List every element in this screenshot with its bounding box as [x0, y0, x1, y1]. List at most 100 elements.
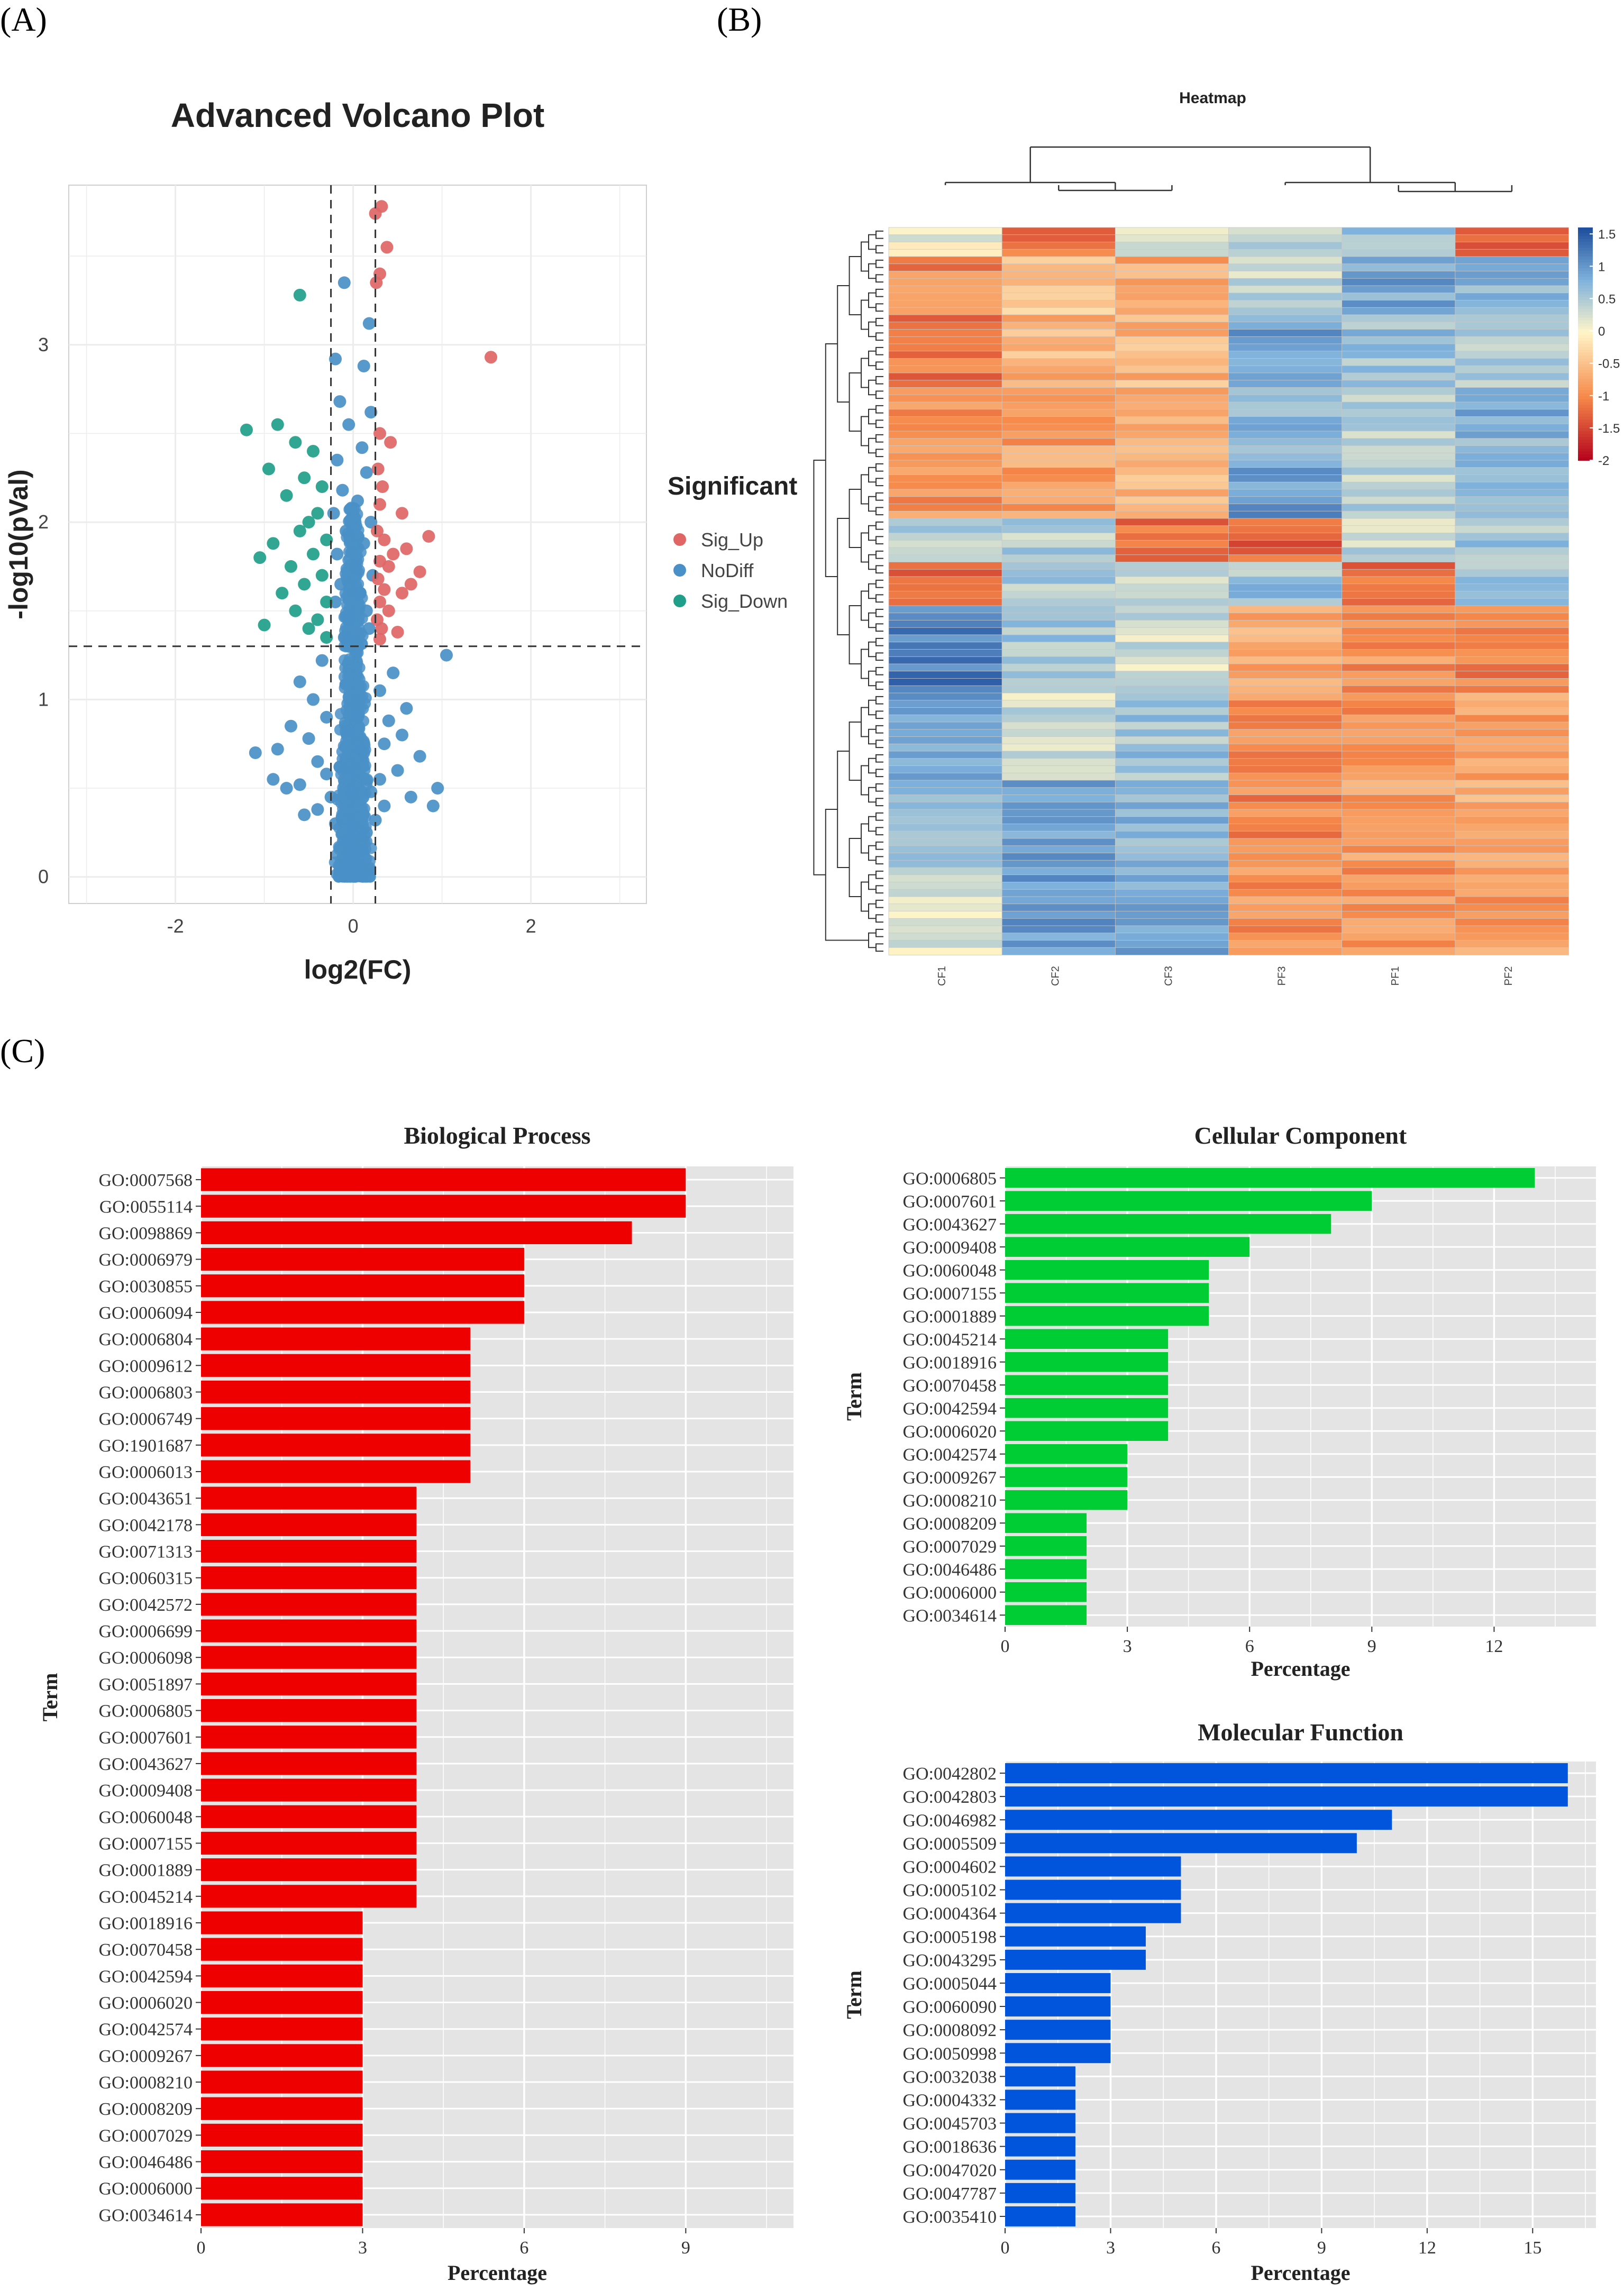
volcano-legend-label: Sig_Up	[701, 529, 763, 551]
heatmap-colorbar-segment	[1578, 294, 1593, 298]
heatmap-cell	[1228, 838, 1343, 846]
heatmap-cell	[1342, 700, 1456, 708]
bp-bar	[201, 2018, 363, 2041]
heatmap-cell	[1455, 685, 1569, 693]
cc-bar	[1005, 1352, 1169, 1372]
heatmap-cell	[1455, 656, 1569, 664]
heatmap-cell	[1455, 387, 1569, 396]
heatmap-cell	[1228, 293, 1343, 301]
heatmap-cell	[1001, 423, 1116, 432]
heatmap-cell	[1342, 474, 1456, 483]
heatmap-colorbar-segment	[1578, 451, 1593, 455]
heatmap-row-dendrogram-branch	[868, 379, 876, 396]
volcano-legend-swatch	[673, 595, 686, 607]
heatmap-cell	[888, 838, 1003, 846]
heatmap-cell	[888, 481, 1003, 490]
heatmap-cell	[1001, 234, 1116, 243]
bp-bar	[201, 1752, 417, 1775]
volcano-point-nodiff	[331, 453, 344, 467]
heatmap-cell	[888, 263, 1003, 272]
heatmap-cell	[1455, 874, 1569, 883]
heatmap-cell	[1115, 787, 1229, 796]
heatmap-cell	[1342, 234, 1456, 243]
volcano-point-sig-up	[413, 565, 426, 578]
volcano-point-nodiff	[440, 649, 453, 662]
heatmap-colorbar-segment	[1578, 379, 1593, 382]
heatmap-cell	[888, 809, 1003, 817]
heatmap-colorbar-segment	[1578, 280, 1593, 284]
heatmap-colorbar-label: 1.5	[1598, 227, 1616, 242]
volcano-y-tick-label: 1	[38, 688, 49, 710]
heatmap-cell	[1001, 830, 1116, 839]
heatmap-colorbar-segment	[1578, 437, 1593, 441]
volcano-point-sig-up	[391, 625, 404, 638]
heatmap-cell	[1342, 438, 1456, 446]
heatmap-row-dendrogram-branch	[868, 787, 876, 803]
heatmap-cell	[888, 692, 1003, 701]
bp-bar	[201, 1991, 363, 2014]
mf-category-label: GO:0004602	[902, 1857, 997, 1877]
cc-x-tick-label: 12	[1485, 1637, 1503, 1656]
mf-category-label: GO:0005044	[902, 1974, 997, 1994]
heatmap-cell	[1228, 751, 1343, 759]
heatmap-cell	[1228, 685, 1343, 693]
heatmap-row-dendrogram-branch	[875, 798, 883, 807]
heatmap-cell	[1342, 423, 1456, 432]
heatmap-cell	[1115, 722, 1229, 730]
heatmap-cell	[1455, 510, 1569, 519]
heatmap-cell	[1455, 830, 1569, 839]
heatmap-cell	[1228, 889, 1343, 897]
bp-bar	[201, 2123, 363, 2147]
volcano-point-nodiff	[320, 710, 333, 724]
heatmap-colorbar-segment	[1578, 410, 1593, 414]
heatmap-cell	[1455, 816, 1569, 825]
bp-category-label: GO:0060315	[98, 1569, 193, 1589]
heatmap-cell	[1001, 816, 1116, 825]
heatmap-cell	[1228, 882, 1343, 890]
heatmap-colorbar-segment	[1578, 387, 1593, 391]
heatmap-row-dendrogram-branch	[875, 449, 883, 458]
heatmap-colorbar-segment	[1578, 315, 1593, 318]
heatmap-cell	[1001, 671, 1116, 679]
bp-category-label: GO:0042594	[98, 1967, 193, 1986]
cc-x-tick-label: 6	[1245, 1637, 1254, 1656]
bp-bar	[201, 1911, 363, 1934]
heatmap-cell	[1228, 380, 1343, 388]
heatmap-cell	[1455, 293, 1569, 301]
heatmap-column-label: PF1	[1390, 966, 1401, 986]
heatmap-cell	[1455, 409, 1569, 417]
heatmap-cell	[1001, 380, 1116, 388]
cc-x-tick-label: 3	[1123, 1637, 1132, 1656]
bp-bar	[201, 1831, 417, 1855]
heatmap-colorbar	[1578, 227, 1593, 461]
mf-bar	[1005, 2136, 1075, 2157]
heatmap-colorbar-segment	[1578, 338, 1593, 342]
heatmap-cell	[1228, 474, 1343, 483]
heatmap-cell	[1455, 358, 1569, 367]
heatmap-cell	[1342, 540, 1456, 548]
volcano-point-sig-down	[253, 551, 267, 564]
heatmap-cell	[1342, 867, 1456, 875]
heatmap-cell	[1115, 853, 1229, 861]
heatmap-cell	[1228, 314, 1343, 323]
bp-bar	[201, 1354, 471, 1377]
heatmap-cell	[1228, 562, 1343, 570]
volcano-point-nodiff	[364, 516, 378, 529]
heatmap-cell	[1455, 431, 1569, 439]
heatmap-colorbar-segment	[1578, 230, 1593, 234]
heatmap-colorbar-segment	[1578, 434, 1593, 437]
heatmap-cell	[1455, 598, 1569, 606]
heatmap-row-dendrogram-branch	[875, 274, 883, 283]
volcano-point-sig-down	[320, 595, 333, 608]
volcano-point-sig-up	[378, 583, 391, 596]
heatmap-cell	[1455, 896, 1569, 905]
bp-bar	[201, 2177, 363, 2200]
bp-plot-area	[201, 1166, 793, 2228]
heatmap-cell	[1115, 489, 1229, 497]
heatmap-row-dendrogram-branch	[875, 914, 883, 923]
heatmap-panel: Heatmap CF1 CF2 CF3 PF3 PF1 PF2 1.5 1 0.5 0 -0.5 -1 -…	[813, 89, 1620, 986]
heatmap-colorbar-segment	[1578, 344, 1593, 348]
volcano-point-nodiff	[373, 684, 386, 697]
heatmap-row-dendrogram-branch	[861, 590, 869, 621]
volcano-point-nodiff	[348, 560, 361, 573]
